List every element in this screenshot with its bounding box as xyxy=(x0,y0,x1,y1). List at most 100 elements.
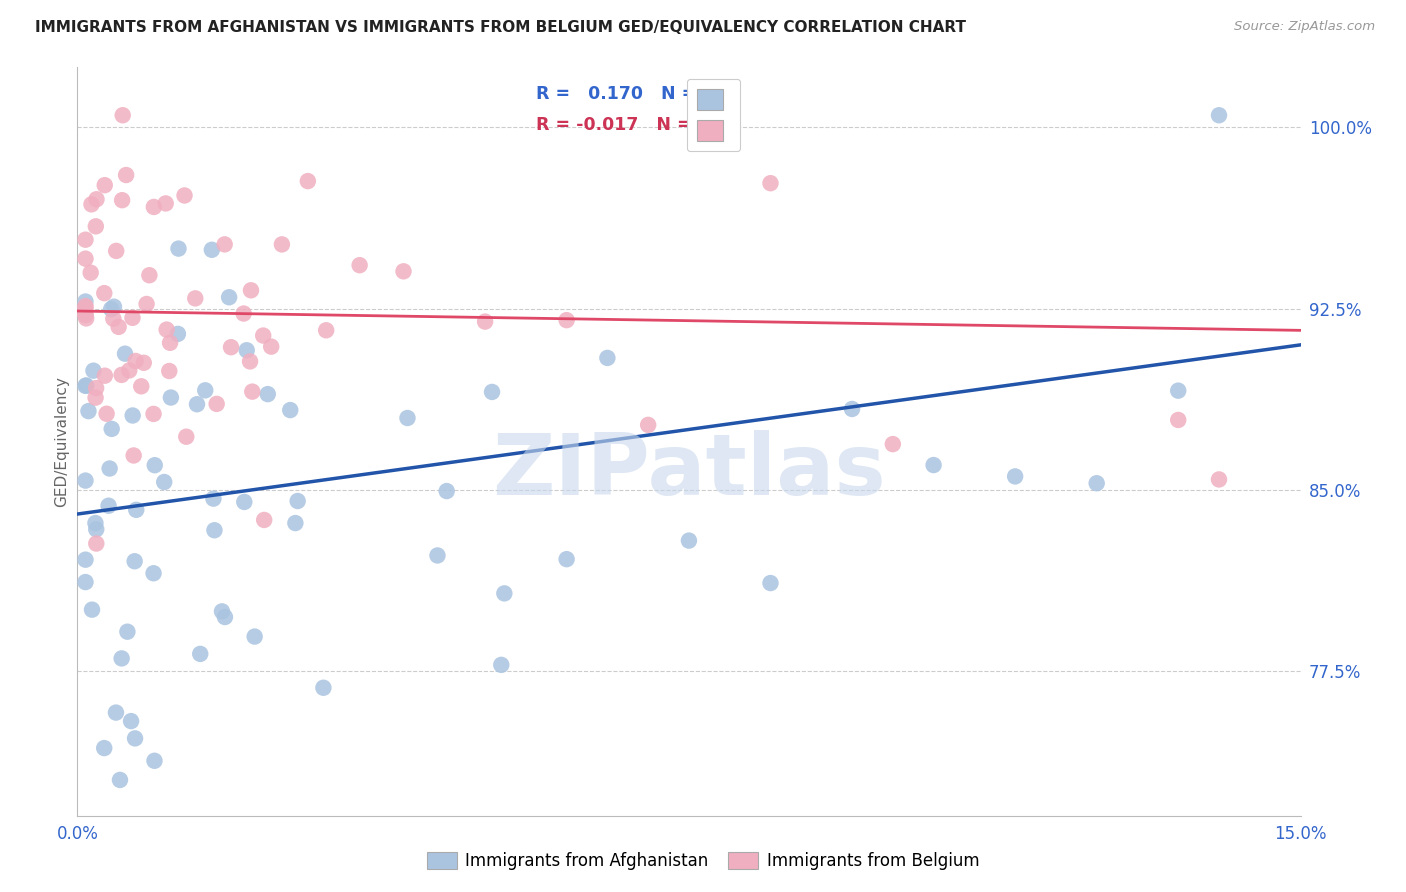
Text: IMMIGRANTS FROM AFGHANISTAN VS IMMIGRANTS FROM BELGIUM GED/EQUIVALENCY CORRELATI: IMMIGRANTS FROM AFGHANISTAN VS IMMIGRANT… xyxy=(35,20,966,35)
Point xyxy=(214,610,236,624)
Point xyxy=(426,549,449,563)
Point xyxy=(252,328,274,343)
Point xyxy=(77,404,100,418)
Point xyxy=(75,252,97,266)
Point xyxy=(678,533,700,548)
Point xyxy=(143,458,166,473)
Point xyxy=(233,495,256,509)
Point xyxy=(243,630,266,644)
Point xyxy=(75,299,97,313)
Point xyxy=(142,200,165,214)
Point xyxy=(922,458,945,472)
Point xyxy=(153,475,176,489)
Point xyxy=(759,576,782,591)
Point xyxy=(436,484,458,499)
Point xyxy=(253,513,276,527)
Point xyxy=(186,397,208,411)
Point xyxy=(1208,108,1230,122)
Point xyxy=(111,651,134,665)
Point xyxy=(167,242,190,256)
Point xyxy=(1208,472,1230,486)
Point xyxy=(111,193,134,207)
Text: Source: ZipAtlas.com: Source: ZipAtlas.com xyxy=(1234,20,1375,33)
Point xyxy=(396,411,419,425)
Point xyxy=(637,417,659,432)
Point xyxy=(84,536,107,550)
Y-axis label: GED/Equivalency: GED/Equivalency xyxy=(53,376,69,507)
Point xyxy=(124,731,146,746)
Point xyxy=(1167,384,1189,398)
Point xyxy=(157,364,180,378)
Point xyxy=(1085,476,1108,491)
Point xyxy=(271,237,294,252)
Point xyxy=(121,409,143,423)
Point xyxy=(120,714,142,728)
Point xyxy=(80,266,103,280)
Point xyxy=(103,311,125,326)
Point xyxy=(494,586,516,600)
Point xyxy=(240,384,263,399)
Point xyxy=(194,384,217,398)
Point xyxy=(124,354,146,368)
Point xyxy=(201,243,224,257)
Point xyxy=(100,422,122,436)
Point xyxy=(132,356,155,370)
Point xyxy=(93,741,115,756)
Point xyxy=(75,575,97,590)
Point xyxy=(125,503,148,517)
Point xyxy=(86,192,108,206)
Point xyxy=(260,340,283,354)
Point xyxy=(555,552,578,566)
Point xyxy=(75,308,97,322)
Point xyxy=(167,326,190,341)
Text: R = -0.017   N = 64: R = -0.017 N = 64 xyxy=(536,116,721,135)
Point xyxy=(349,258,371,272)
Point xyxy=(75,378,97,392)
Point xyxy=(392,264,415,278)
Point xyxy=(117,624,139,639)
Point xyxy=(104,706,127,720)
Point xyxy=(211,604,233,618)
Point xyxy=(214,237,236,252)
Point xyxy=(75,311,97,326)
Point xyxy=(240,283,263,297)
Point xyxy=(103,300,125,314)
Point xyxy=(138,268,160,283)
Point xyxy=(75,474,97,488)
Text: R =   0.170   N = 67: R = 0.170 N = 67 xyxy=(536,85,727,103)
Point xyxy=(759,176,782,190)
Point xyxy=(108,772,131,787)
Point xyxy=(188,647,211,661)
Point xyxy=(122,449,145,463)
Point xyxy=(84,219,107,234)
Point xyxy=(121,310,143,325)
Point xyxy=(1004,469,1026,483)
Point xyxy=(1167,413,1189,427)
Point xyxy=(84,522,107,536)
Point xyxy=(596,351,619,365)
Point xyxy=(75,233,97,247)
Point xyxy=(84,381,107,395)
Point xyxy=(159,335,181,350)
Point xyxy=(219,340,242,354)
Point xyxy=(143,754,166,768)
Point xyxy=(218,290,240,304)
Point xyxy=(173,188,195,202)
Point xyxy=(155,196,177,211)
Point xyxy=(555,313,578,327)
Point xyxy=(124,554,146,568)
Point xyxy=(142,566,165,581)
Point xyxy=(110,368,132,382)
Point xyxy=(284,516,307,530)
Point xyxy=(96,407,118,421)
Point xyxy=(312,681,335,695)
Point xyxy=(75,308,97,322)
Point xyxy=(111,108,134,122)
Point xyxy=(142,407,165,421)
Point xyxy=(235,343,257,358)
Point xyxy=(278,403,301,417)
Point xyxy=(82,364,104,378)
Point xyxy=(75,379,97,393)
Point xyxy=(204,523,226,537)
Point xyxy=(184,291,207,305)
